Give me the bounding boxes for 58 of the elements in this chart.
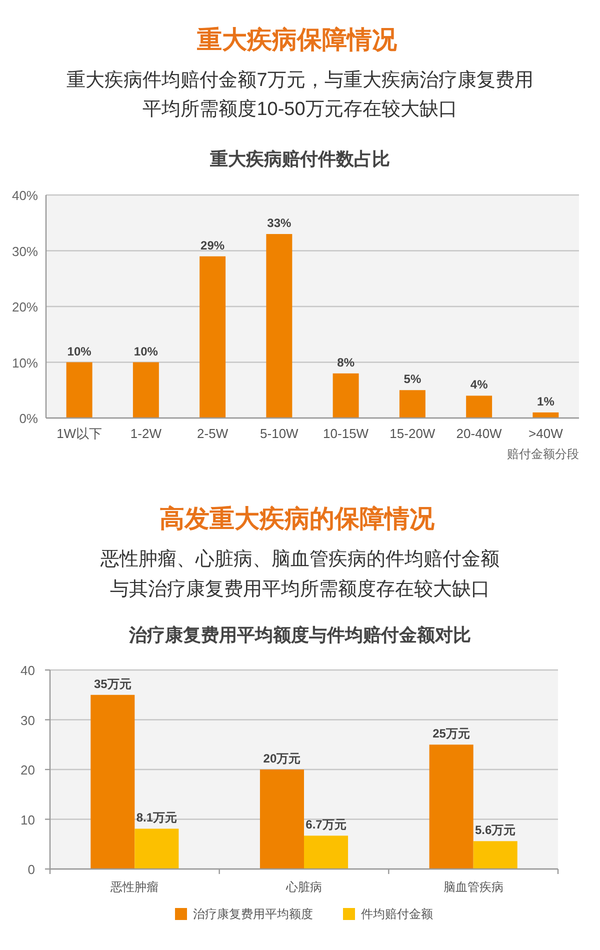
y-tick-label: 20%: [12, 300, 38, 314]
bar: [473, 841, 518, 869]
y-tick-label: 40%: [12, 188, 38, 203]
legend-label: 件均赔付金额: [361, 907, 433, 921]
bar: [200, 256, 226, 418]
x-tick-label: 2-5W: [197, 426, 229, 441]
y-tick-label: 30%: [12, 244, 38, 259]
bar: [399, 390, 426, 418]
bar: [134, 828, 179, 869]
data-label: 33%: [267, 216, 292, 230]
y-tick-label: 40: [20, 663, 35, 678]
x-axis-title: 赔付金额分段: [507, 447, 579, 461]
x-tick-label: 1W以下: [56, 426, 102, 441]
text: 治疗康复费用平均额度与件均赔付金额对比: [128, 625, 471, 645]
chart-subtitle: 恶性肿瘤、心脏病、脑血管疾病的件均赔付金额与其治疗康复费用平均所需额度存在较大缺口: [100, 548, 500, 600]
bar: [429, 744, 474, 869]
x-tick-label: 5-10W: [260, 426, 300, 441]
data-label: 5%: [404, 372, 422, 386]
y-tick-label: 10%: [12, 355, 38, 370]
data-label: 35万元: [94, 676, 132, 691]
data-label: 8%: [337, 355, 355, 370]
text: 重大疾病赔付件数占比: [209, 149, 390, 169]
x-tick-label: >40W: [528, 426, 564, 441]
chart-subtitle: 重大疾病件均赔付金额7万元，与重大疾病治疗康复费用平均所需额度10-50万元存在较大缺口: [66, 69, 534, 120]
y-tick-label: 30: [20, 712, 35, 728]
bar: [304, 836, 348, 869]
data-label: 10%: [67, 344, 92, 358]
data-label: 5.6万元: [475, 823, 516, 838]
y-tick-label: 0: [28, 862, 35, 877]
bar: [332, 373, 359, 418]
bar: [466, 396, 492, 418]
data-label: 10%: [134, 344, 158, 358]
data-label: 4%: [470, 378, 488, 392]
y-tick-label: 0%: [19, 411, 38, 426]
x-tick-label: 15-20W: [390, 426, 436, 441]
chart-title: 重大疾病保障情况: [196, 26, 398, 54]
x-tick-label: 10-15W: [323, 426, 370, 441]
x-tick-label: 20-40W: [456, 426, 503, 441]
x-tick-label: 心脏病: [285, 880, 322, 894]
x-tick-label: 恶性肿瘤: [110, 880, 159, 894]
data-label: 25万元: [432, 726, 470, 741]
data-label: 20万元: [263, 752, 301, 766]
legend-label: 治疗康复费用平均额度: [193, 907, 313, 921]
bar: [266, 234, 292, 418]
y-tick-label: 10: [20, 812, 35, 828]
x-tick-label: 1-2W: [130, 426, 162, 441]
data-label: 1%: [537, 394, 555, 408]
bar: [532, 412, 559, 418]
x-tick-label: 脑血管疾病: [443, 880, 504, 894]
bar: [260, 770, 304, 869]
y-tick-label: 20: [20, 762, 35, 778]
data-label: 8.1万元: [136, 810, 178, 825]
bar: [66, 362, 92, 418]
data-label: 6.7万元: [306, 818, 346, 832]
chart-title: 高发重大疾病的保障情况: [160, 505, 436, 533]
bar: [90, 694, 135, 869]
data-label: 29%: [200, 238, 225, 252]
bar: [132, 362, 159, 418]
